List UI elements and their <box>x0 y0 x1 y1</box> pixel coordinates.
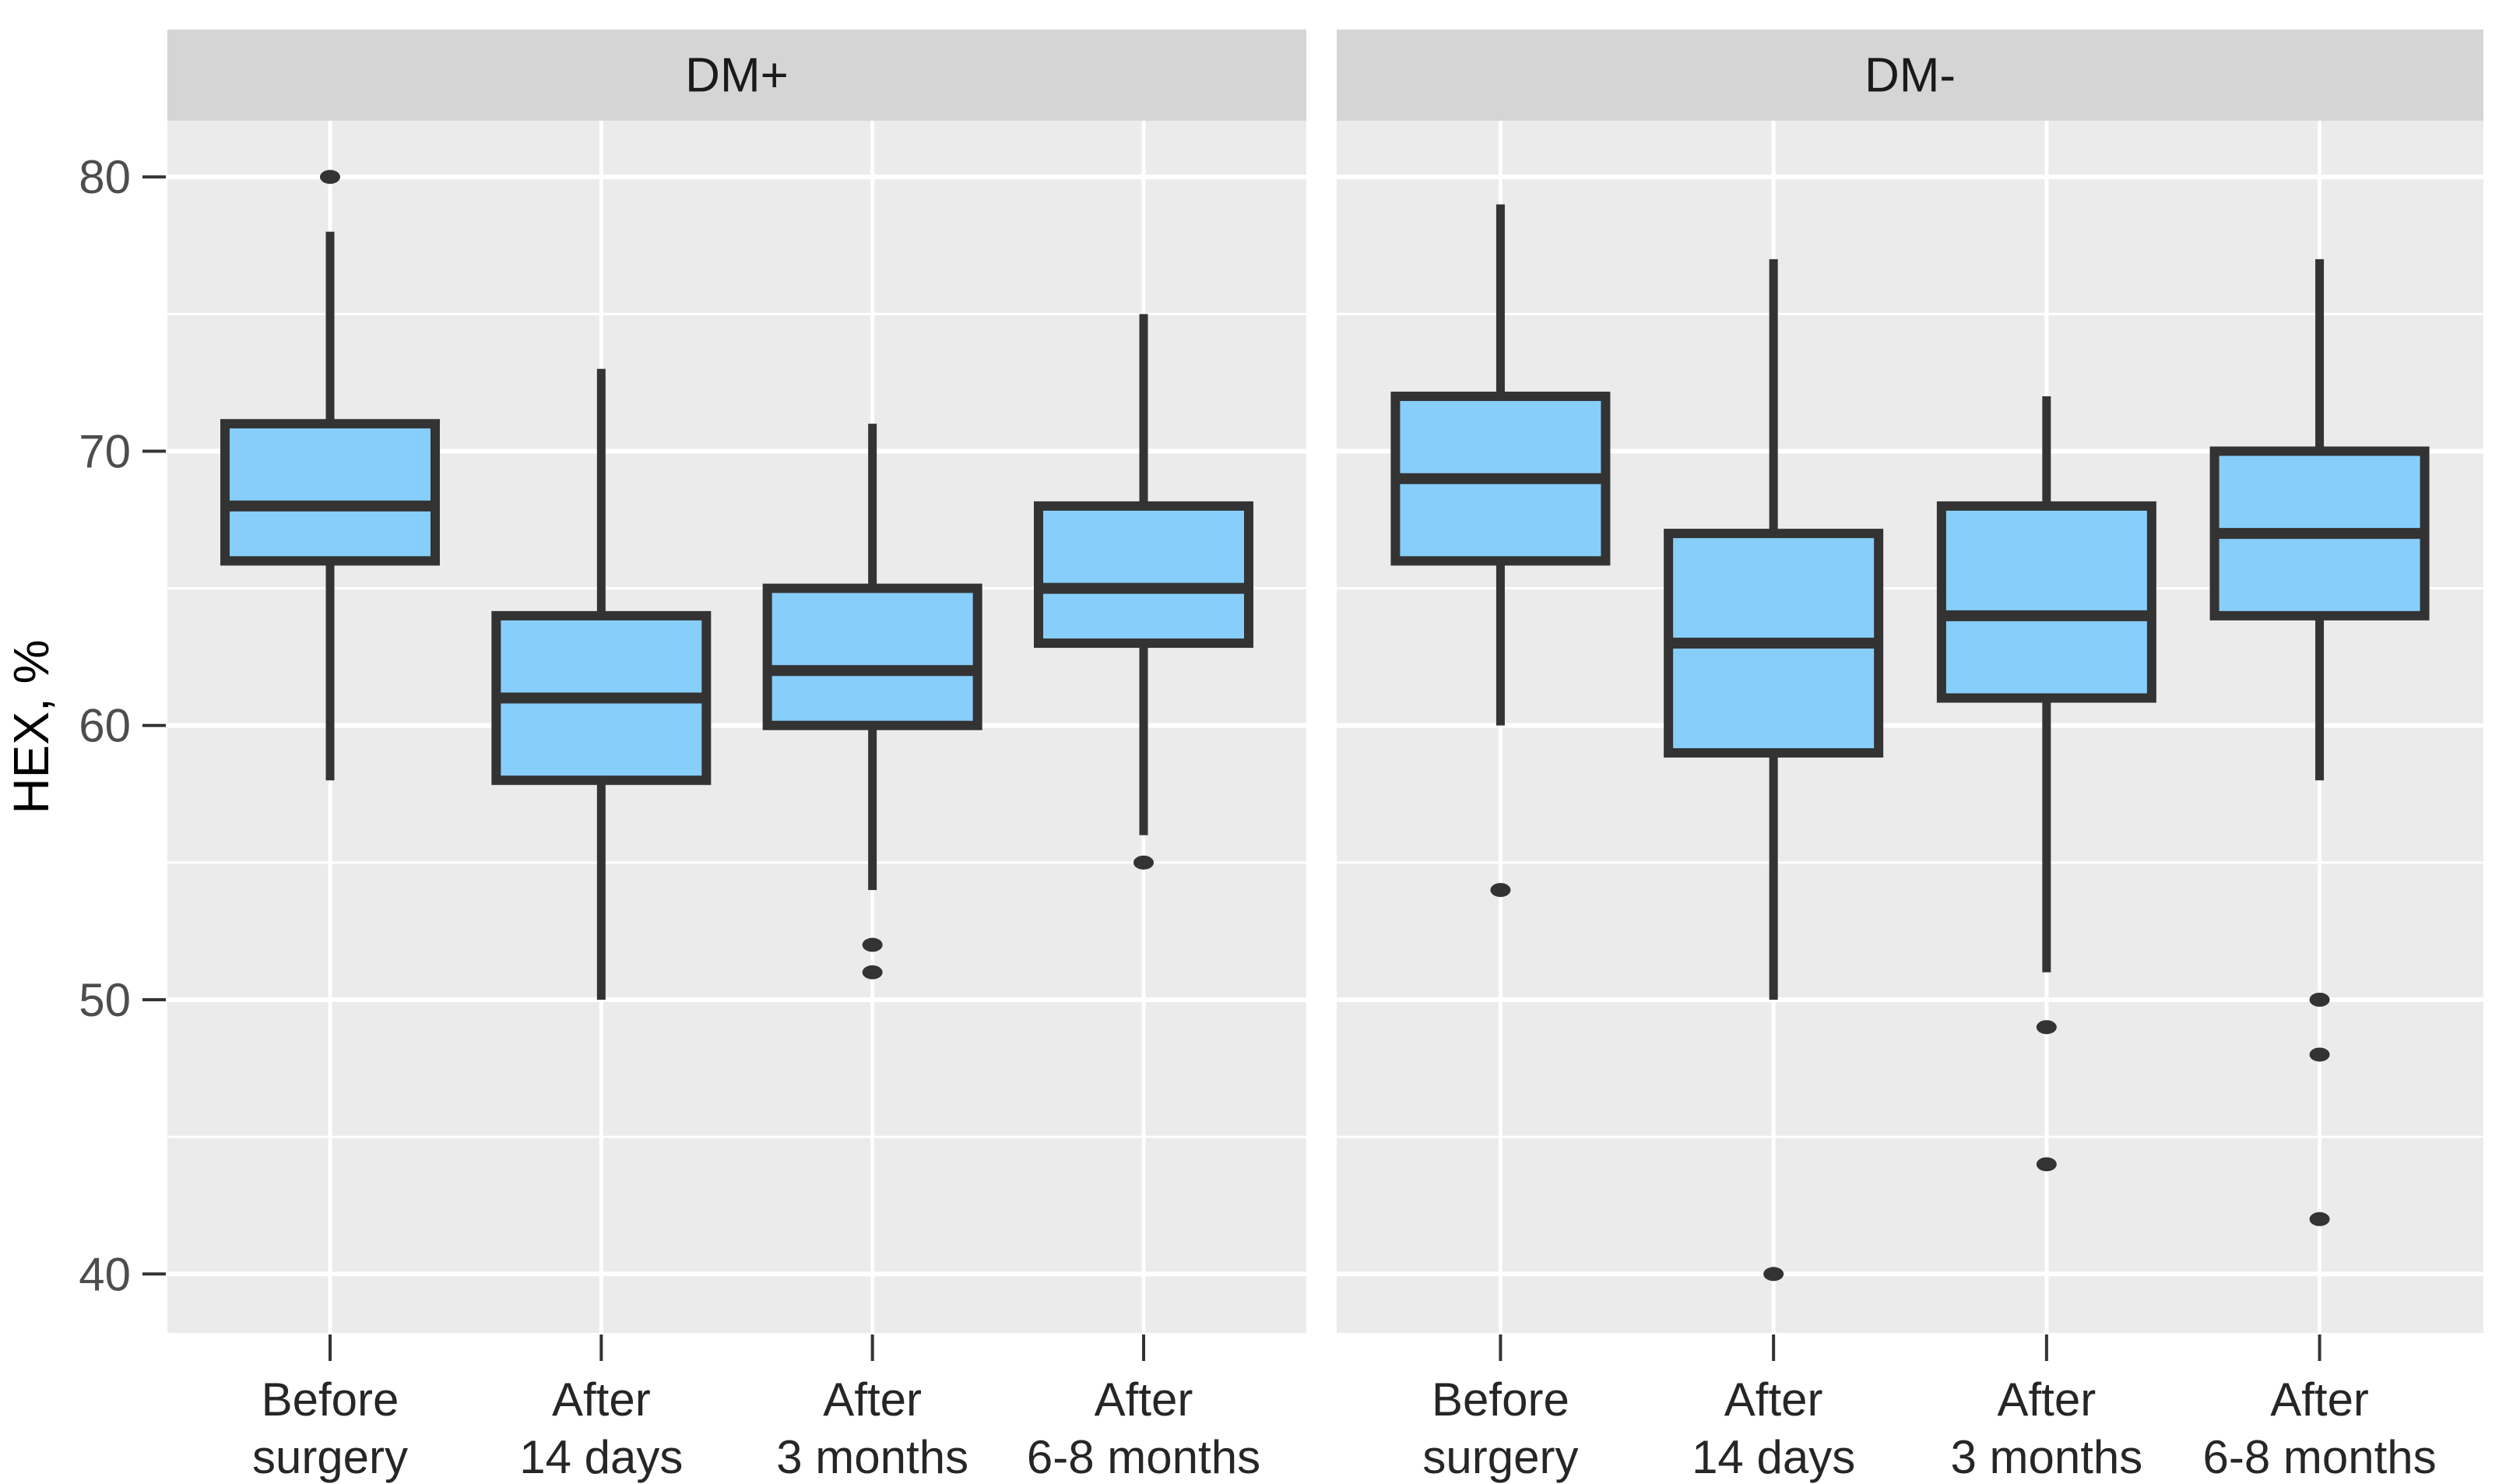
x-axis-label-line1: After <box>1724 1373 1823 1426</box>
facet-strip <box>1337 30 2483 121</box>
outlier-point <box>320 170 340 185</box>
y-axis-tick-label: 80 <box>79 151 131 203</box>
x-axis-label-line1: After <box>2270 1373 2369 1426</box>
x-axis-label-line2: 6-8 months <box>1027 1431 1260 1483</box>
x-axis-label-line2: 14 days <box>1692 1431 1855 1483</box>
boxplot-facet1-cat0 <box>1390 204 1611 898</box>
outlier-point <box>2036 1020 2057 1035</box>
facet-strip <box>167 30 1306 121</box>
y-axis-title: HEX, % <box>3 639 59 814</box>
x-axis-label-line1: After <box>823 1373 922 1426</box>
x-axis-label-line1: Before <box>262 1373 399 1426</box>
x-axis-label-line2: surgery <box>252 1431 408 1483</box>
outlier-point <box>862 937 883 952</box>
x-axis-label-line1: Before <box>1432 1373 1569 1426</box>
x-axis-label-line2: 6-8 months <box>2202 1431 2436 1483</box>
x-axis-label-line2: 3 months <box>776 1431 968 1483</box>
y-axis-tick-label: 60 <box>79 700 131 752</box>
iqr-box <box>220 419 440 566</box>
boxplot-facet0-cat0 <box>220 170 440 781</box>
x-axis-label-line2: 3 months <box>1950 1431 2142 1483</box>
boxplot-facet0-cat2 <box>762 424 982 979</box>
boxplot-facet1-cat1 <box>1664 258 1884 1282</box>
y-axis-tick-label: 70 <box>79 425 131 477</box>
outlier-point <box>2036 1157 2057 1172</box>
outlier-point <box>1763 1267 1784 1282</box>
x-axis-label-line1: After <box>552 1373 651 1426</box>
x-axis-label-line2: surgery <box>1422 1431 1578 1483</box>
y-axis-tick-label: 50 <box>79 974 131 1026</box>
x-axis-label-line2: 14 days <box>519 1431 683 1483</box>
outlier-point <box>1490 883 1511 898</box>
boxplot-facet0-cat3 <box>1034 314 1253 870</box>
iqr-box <box>1936 501 2156 703</box>
boxplot-facet1-cat3 <box>2209 258 2430 1226</box>
y-axis-tick-label: 40 <box>79 1248 131 1300</box>
outlier-point <box>2309 993 2330 1008</box>
x-axis-label-line1: After <box>1997 1373 2096 1426</box>
outlier-point <box>862 965 883 979</box>
outlier-point <box>2309 1047 2330 1062</box>
facet-strip-label: DM+ <box>685 49 789 103</box>
outlier-point <box>2309 1211 2330 1226</box>
boxplot-facet0-cat1 <box>491 368 712 1000</box>
x-axis-label-line1: After <box>1095 1373 1193 1426</box>
outlier-point <box>1133 855 1154 870</box>
iqr-box <box>762 583 982 730</box>
facet-strip-label: DM- <box>1865 49 1956 103</box>
boxplot-facet1-cat2 <box>1936 396 2156 1172</box>
iqr-box <box>1034 501 1253 649</box>
